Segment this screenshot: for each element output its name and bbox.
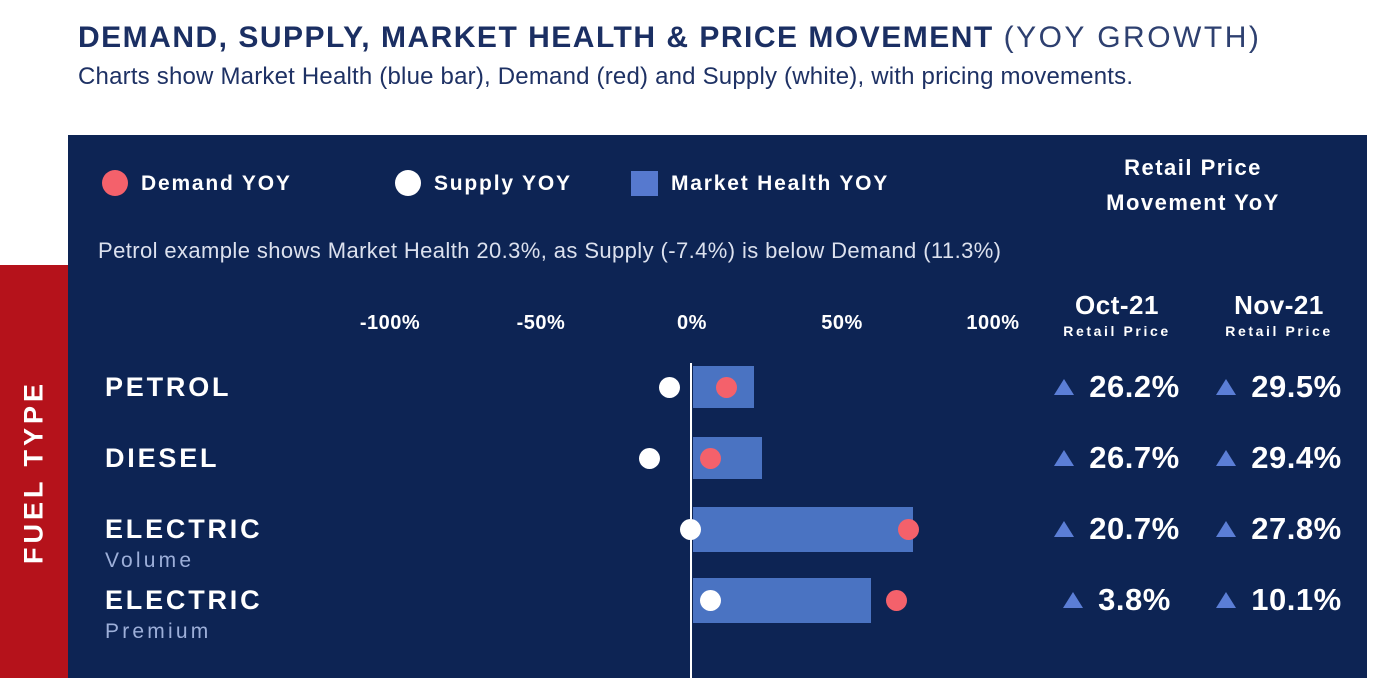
axis-tick--100: -100% (359, 312, 421, 334)
axis-tick-50: 50% (821, 312, 863, 334)
oct-21-column-header: Oct-21 Retail Price (1031, 290, 1203, 339)
page-title: DEMAND, SUPPLY, MARKET HEALTH & PRICE MO… (78, 20, 1368, 56)
oct21-price-value: 26.7% (1089, 440, 1180, 475)
nov-21-retail-price-sublabel: Retail Price (1225, 323, 1333, 339)
fuel-name: ELECTRIC (105, 514, 263, 544)
page-title-suffix: (YOY GROWTH) (1003, 21, 1262, 54)
price-up-triangle-icon (1216, 521, 1237, 537)
price-up-triangle-icon (1216, 592, 1237, 608)
oct21-price-value: 26.2% (1089, 369, 1180, 404)
row-label-electric-premium: ELECTRIC Premium (105, 583, 385, 647)
price-up-triangle-icon (1216, 379, 1237, 395)
price-up-triangle-icon (1216, 450, 1237, 466)
demand-legend-dot-icon (102, 170, 128, 196)
retail-price-movement-line2: Movement YoY (1106, 190, 1280, 215)
supply-dot (639, 447, 661, 469)
nov-21-month-label: Nov-21 (1234, 290, 1324, 320)
fuel-name: PETROL (105, 372, 232, 402)
oct21-price-value: 3.8% (1098, 582, 1171, 617)
page-subtitle: Charts show Market Health (blue bar), De… (78, 63, 1134, 90)
chart-panel: Demand YOY Supply YOY Market Health YOY … (68, 135, 1367, 678)
fuel-subname: Premium (105, 620, 212, 643)
supply-dot (679, 518, 701, 540)
fuel-type-label: FUEL TYPE (18, 379, 49, 564)
market-health-bar (693, 577, 871, 623)
market-health-legend-label: Market Health YOY (671, 172, 890, 195)
market-health-bar (693, 506, 913, 552)
nov-21-column-header: Nov-21 Retail Price (1193, 290, 1365, 339)
row-label-petrol: PETROL (105, 370, 385, 404)
nov21-price-cell: 29.5% (1193, 364, 1365, 410)
retail-price-movement-line1: Retail Price (1124, 155, 1262, 180)
price-up-triangle-icon (1054, 379, 1075, 395)
demand-legend-label: Demand YOY (141, 172, 292, 195)
oct21-price-value: 20.7% (1089, 511, 1180, 546)
supply-dot (659, 376, 681, 398)
demand-dot (699, 447, 721, 469)
fuel-subname: Volume (105, 549, 195, 572)
price-up-triangle-icon (1063, 592, 1084, 608)
fuel-name: ELECTRIC (105, 585, 263, 615)
fuel-type-sidebar: FUEL TYPE (0, 265, 68, 678)
supply-legend-label: Supply YOY (434, 172, 572, 195)
fuel-name: DIESEL (105, 443, 220, 473)
demand-dot (886, 589, 908, 611)
supply-dot (699, 589, 721, 611)
price-up-triangle-icon (1054, 450, 1075, 466)
petrol-example-note: Petrol example shows Market Health 20.3%… (98, 238, 1002, 263)
demand-dot (898, 518, 920, 540)
oct-21-retail-price-sublabel: Retail Price (1063, 323, 1171, 339)
axis-tick-0: 0% (677, 312, 707, 334)
axis-tick-100: 100% (966, 312, 1020, 334)
nov21-price-cell: 10.1% (1193, 577, 1365, 623)
row-label-electric-volume: ELECTRIC Volume (105, 512, 385, 576)
demand-dot (715, 376, 737, 398)
nov21-price-cell: 27.8% (1193, 506, 1365, 552)
market-health-legend-square-icon (631, 171, 658, 196)
oct-21-month-label: Oct-21 (1075, 290, 1159, 320)
oct21-price-cell: 26.2% (1031, 364, 1203, 410)
retail-price-movement-header: Retail Price Movement YoY (1043, 150, 1343, 220)
nov21-price-value: 29.4% (1251, 440, 1342, 475)
nov21-price-value: 27.8% (1251, 511, 1342, 546)
nov21-price-cell: 29.4% (1193, 435, 1365, 481)
axis-tick--50: -50% (516, 312, 566, 334)
page-header: DEMAND, SUPPLY, MARKET HEALTH & PRICE MO… (78, 20, 1368, 92)
price-up-triangle-icon (1054, 521, 1075, 537)
row-label-diesel: DIESEL (105, 441, 385, 475)
page-title-main: DEMAND, SUPPLY, MARKET HEALTH & PRICE MO… (78, 21, 994, 54)
oct21-price-cell: 20.7% (1031, 506, 1203, 552)
oct21-price-cell: 3.8% (1031, 577, 1203, 623)
nov21-price-value: 10.1% (1251, 582, 1342, 617)
nov21-price-value: 29.5% (1251, 369, 1342, 404)
oct21-price-cell: 26.7% (1031, 435, 1203, 481)
supply-legend-dot-icon (395, 170, 421, 196)
